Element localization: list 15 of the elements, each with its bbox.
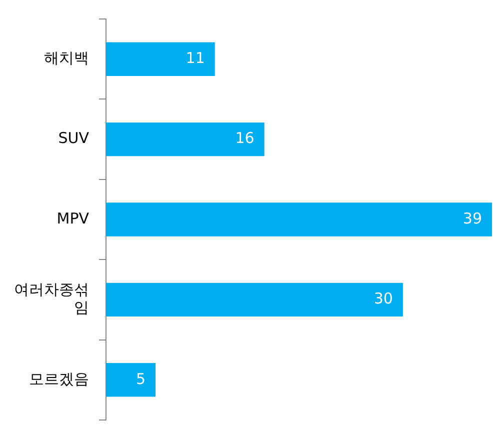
bar: [106, 363, 156, 397]
y-tick-label: 해치백: [44, 48, 89, 67]
data-label: 39: [462, 209, 482, 228]
y-tick-label: SUV: [58, 129, 90, 148]
y-tick-label: MPV: [56, 209, 90, 228]
data-label: 16: [235, 129, 254, 148]
bar: [106, 202, 492, 236]
bar: [106, 282, 403, 317]
y-tick-label: 여러차종섞임: [14, 280, 89, 317]
y-tick-label: 모르겠음: [29, 370, 89, 388]
data-label: 11: [186, 48, 205, 67]
data-label: 5: [136, 370, 146, 388]
bar: [106, 122, 264, 156]
data-label: 30: [374, 290, 393, 308]
bar: [106, 42, 215, 76]
